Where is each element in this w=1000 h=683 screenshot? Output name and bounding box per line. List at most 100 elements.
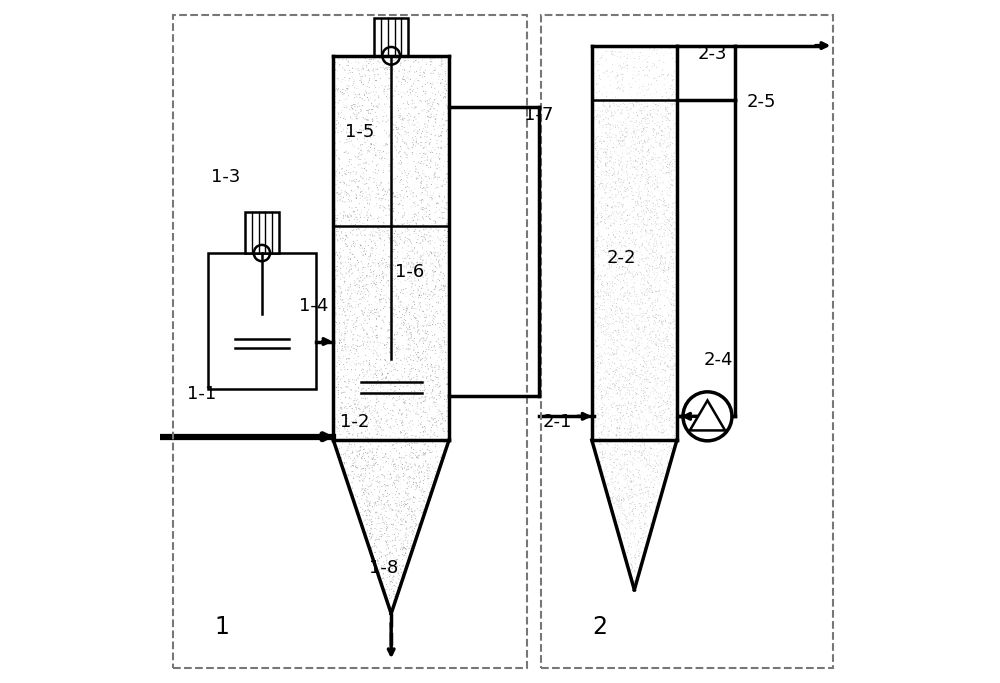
Point [590,341,606,352]
Point [626,527,642,538]
Point [405,420,421,431]
Point [363,128,379,139]
Point [406,372,422,383]
Point [390,219,406,230]
Point [363,208,379,219]
Point [326,147,342,158]
Point [663,392,679,403]
Point [398,283,414,294]
Point [425,88,441,99]
Point [404,119,420,130]
Point [364,65,380,76]
Point [628,187,644,198]
Point [338,377,354,388]
Point [639,145,655,156]
Point [662,249,678,260]
Point [620,524,636,535]
Point [638,508,654,519]
Point [374,257,390,268]
Point [342,264,358,275]
Point [636,280,652,291]
Point [345,142,361,153]
Point [393,300,409,311]
Point [390,582,406,593]
Point [395,343,411,354]
Point [383,503,399,514]
Point [639,98,655,109]
Point [436,332,452,343]
Point [364,104,380,115]
Point [327,255,343,266]
Point [432,269,448,280]
Point [374,94,390,105]
Point [327,249,343,260]
Point [395,417,411,428]
Point [356,360,372,371]
Point [621,471,637,482]
Point [421,320,437,331]
Point [330,189,346,199]
Point [403,481,419,492]
Point [380,566,396,576]
Point [592,270,608,281]
Point [367,143,383,154]
Point [404,288,420,298]
Point [360,131,376,142]
Point [370,184,386,195]
Point [360,434,376,445]
Point [359,376,375,387]
Point [382,61,398,72]
Point [368,87,384,98]
Point [341,65,357,76]
Point [637,270,653,281]
Point [352,442,368,453]
Point [656,201,672,212]
Point [438,347,454,358]
Point [424,270,440,281]
Point [363,485,379,496]
Point [602,99,618,110]
Point [439,417,455,428]
Point [423,224,439,235]
Point [629,144,645,155]
Point [388,321,404,332]
Point [399,524,415,535]
Point [375,54,391,65]
Point [639,342,655,352]
Point [430,53,446,64]
Point [611,76,627,87]
Point [660,129,676,140]
Point [600,136,616,147]
Point [421,289,437,300]
Point [406,228,422,239]
Point [402,547,418,558]
Point [382,365,398,376]
Point [380,484,396,494]
Point [417,131,433,142]
Point [387,479,403,490]
Point [621,385,637,396]
Point [651,344,667,355]
Point [370,568,386,579]
Point [415,143,431,154]
Point [615,320,631,331]
Point [662,168,678,179]
Point [588,126,604,137]
Point [353,139,369,150]
Point [605,98,621,109]
Point [416,421,432,432]
Point [646,455,662,466]
Point [348,189,364,200]
Point [658,387,674,398]
Point [392,232,408,242]
Point [332,335,348,346]
Point [638,507,654,518]
Point [655,464,671,475]
Point [330,235,346,246]
Point [649,229,665,240]
Point [422,294,438,305]
Point [373,234,389,245]
Point [606,337,622,348]
Point [592,156,608,167]
Point [634,130,650,141]
